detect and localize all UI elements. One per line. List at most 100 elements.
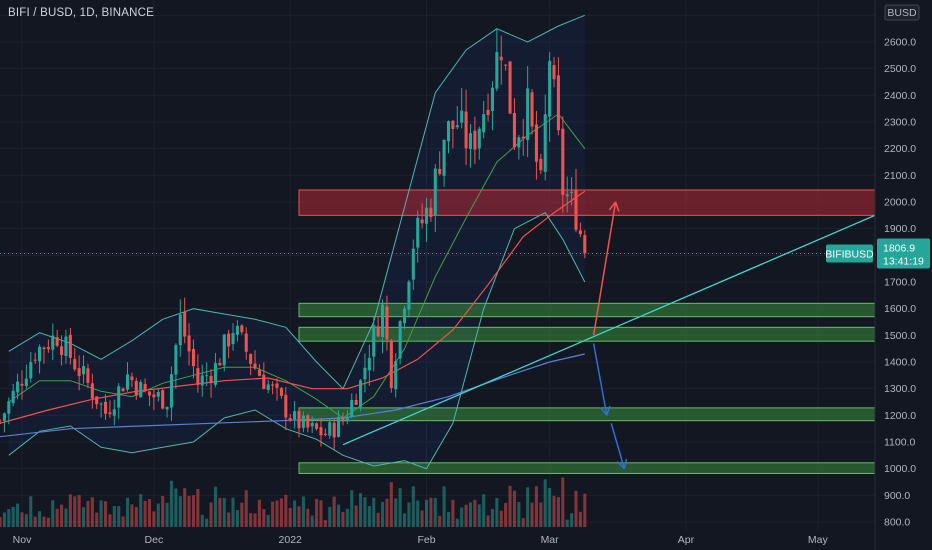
candle-body: [512, 113, 516, 148]
volume-bar: [486, 515, 490, 527]
candle-body: [134, 380, 138, 396]
price-axis[interactable]: 800.0 900.0 1000.0 1100.0 1200.0 1300.0 1400.0…: [884, 10, 916, 529]
candle-body: [275, 383, 279, 388]
volume-bar: [424, 499, 429, 527]
volume-bar: [20, 512, 24, 527]
price-tick-label: 800.0: [884, 517, 910, 529]
candle-body: [389, 340, 393, 388]
candle-body: [429, 207, 433, 218]
candle-body: [42, 347, 46, 350]
volume-bar: [460, 507, 464, 527]
symbol-title[interactable]: BIFI / BUSD, 1D, BINANCE: [8, 7, 155, 19]
candle-body: [178, 314, 182, 346]
volume-bar: [60, 504, 64, 527]
volume-bar: [183, 488, 187, 527]
volume-bar: [249, 513, 253, 527]
volume-bar: [134, 507, 138, 527]
candle-body: [20, 383, 24, 386]
volume-bar: [235, 510, 239, 527]
volume-bar: [169, 480, 174, 527]
volume-bar: [323, 520, 327, 527]
volume-bar: [416, 500, 420, 527]
symbol-badge: [826, 244, 873, 263]
candle-body: [293, 411, 297, 420]
candle-body: [517, 137, 521, 148]
volume-bar: [534, 486, 538, 527]
price-badge: [877, 238, 930, 269]
candle-body: [200, 375, 204, 386]
candle-body: [24, 378, 28, 386]
down-arrow: [592, 343, 608, 416]
candle-body: [108, 412, 112, 415]
price-tick-label: 2500.0: [884, 63, 916, 75]
volume-bar: [451, 499, 455, 527]
candle-body: [561, 128, 565, 195]
candle-body: [2, 413, 6, 421]
candle-body: [169, 374, 174, 408]
volume-bar: [504, 503, 508, 527]
volume-bar: [363, 497, 367, 527]
price-tick-label: 2100.0: [884, 170, 916, 182]
price-tick-label: 2600.0: [884, 37, 916, 49]
volume-bar: [402, 513, 407, 527]
candle-body: [460, 110, 464, 123]
candle-body: [51, 335, 55, 350]
candle-body: [508, 61, 512, 114]
volume-bar: [565, 519, 569, 527]
volume-bar: [0, 517, 2, 527]
volume-bar: [143, 500, 147, 527]
candle-body: [209, 375, 213, 384]
candle-body: [499, 56, 503, 61]
volume-bar: [174, 488, 178, 527]
candle-body: [464, 111, 468, 149]
candle-body: [420, 219, 424, 224]
candle-body: [490, 87, 495, 111]
drawings[interactable]: [342, 201, 876, 470]
candle-body: [446, 121, 451, 142]
volume-bar: [301, 496, 305, 527]
moving-average-red-line: [0, 190, 586, 424]
volume-bar: [64, 508, 68, 527]
candle-body: [402, 308, 407, 324]
price-tick-label: 2300.0: [884, 117, 916, 129]
volume-bar: [147, 499, 152, 527]
candle-body: [143, 384, 147, 391]
volume-bar: [521, 518, 525, 527]
candle-body: [288, 418, 292, 420]
volume-bar: [266, 514, 270, 527]
candle-body: [363, 367, 367, 380]
volume-bar: [244, 490, 248, 527]
candle-body: [570, 191, 574, 193]
candlesticks: [0, 29, 587, 450]
candle-body: [38, 346, 42, 362]
volume-bar: [556, 496, 560, 527]
time-axis[interactable]: Nov Dec 2022 Feb Mar Apr May: [13, 534, 829, 546]
volume-bar: [77, 495, 81, 527]
volume-bar: [552, 495, 556, 527]
volume-bar: [495, 498, 499, 527]
candle-body: [64, 336, 68, 356]
candle-body: [213, 363, 217, 385]
candle-body: [332, 422, 336, 438]
volume-bar: [433, 497, 437, 527]
up-arrow: [592, 201, 617, 336]
price-tick-label: 2000.0: [884, 197, 916, 209]
bollinger-lower-line: [8, 212, 586, 470]
price-tick-label: 1600.0: [884, 303, 916, 315]
volume-bar: [275, 500, 279, 527]
volume-bar: [178, 496, 182, 527]
candle-body: [95, 396, 99, 405]
volume-bar: [95, 512, 99, 527]
volume-bar: [99, 500, 103, 527]
candle-body: [227, 333, 231, 347]
volume-bar: [51, 500, 55, 527]
volume-bar: [90, 497, 94, 527]
candle-body: [337, 416, 341, 437]
time-tick-label: May: [808, 534, 829, 546]
volume-bar: [103, 501, 108, 527]
candle-body: [73, 359, 77, 370]
volume-bar: [46, 517, 50, 527]
candle-body: [306, 415, 310, 428]
volume-bar: [530, 502, 534, 527]
